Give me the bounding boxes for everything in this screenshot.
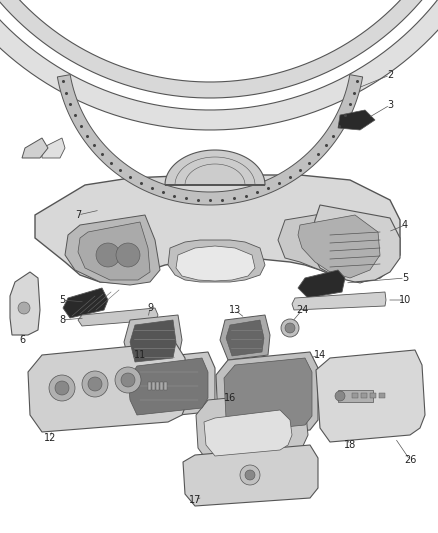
Circle shape — [96, 243, 120, 267]
Text: 14: 14 — [314, 350, 326, 360]
Circle shape — [18, 302, 30, 314]
Polygon shape — [35, 175, 400, 283]
Polygon shape — [128, 358, 208, 415]
Polygon shape — [124, 315, 182, 365]
Polygon shape — [63, 288, 108, 318]
Text: 3: 3 — [387, 100, 393, 110]
Polygon shape — [168, 240, 265, 282]
Circle shape — [281, 319, 299, 337]
Polygon shape — [226, 320, 264, 356]
Polygon shape — [204, 410, 292, 456]
Polygon shape — [10, 272, 40, 335]
Polygon shape — [165, 150, 265, 185]
Polygon shape — [57, 75, 363, 205]
Bar — [156, 382, 159, 390]
Bar — [148, 382, 151, 390]
Polygon shape — [224, 358, 312, 432]
Circle shape — [82, 371, 108, 397]
Polygon shape — [183, 445, 318, 506]
Bar — [164, 382, 167, 390]
Circle shape — [335, 391, 345, 401]
Circle shape — [55, 381, 69, 395]
Text: 8: 8 — [59, 315, 65, 325]
Text: 24: 24 — [296, 305, 308, 315]
Polygon shape — [312, 205, 400, 282]
Polygon shape — [338, 110, 375, 130]
Bar — [152, 382, 155, 390]
Text: 9: 9 — [147, 303, 153, 313]
Circle shape — [49, 375, 75, 401]
Text: 5: 5 — [402, 273, 408, 283]
Polygon shape — [0, 0, 438, 130]
Text: 5: 5 — [59, 295, 65, 305]
Circle shape — [116, 243, 140, 267]
Text: 4: 4 — [402, 220, 408, 230]
Text: 26: 26 — [404, 455, 416, 465]
Bar — [338, 390, 373, 402]
Polygon shape — [65, 215, 160, 285]
Polygon shape — [298, 270, 345, 298]
Bar — [361, 393, 367, 398]
Bar — [352, 393, 358, 398]
Text: 7: 7 — [75, 210, 81, 220]
Polygon shape — [196, 392, 308, 462]
Text: 11: 11 — [134, 350, 146, 360]
Polygon shape — [78, 308, 158, 326]
Circle shape — [245, 470, 255, 480]
Text: 16: 16 — [224, 393, 236, 403]
Polygon shape — [28, 342, 188, 432]
Polygon shape — [176, 246, 255, 281]
Polygon shape — [78, 222, 150, 280]
Polygon shape — [22, 138, 48, 158]
Circle shape — [240, 465, 260, 485]
Polygon shape — [316, 350, 425, 442]
Text: 18: 18 — [344, 440, 356, 450]
Polygon shape — [298, 215, 380, 278]
Circle shape — [121, 373, 135, 387]
Circle shape — [88, 377, 102, 391]
Text: 2: 2 — [387, 70, 393, 80]
Polygon shape — [292, 292, 386, 310]
Text: 6: 6 — [19, 335, 25, 345]
Text: 17: 17 — [189, 495, 201, 505]
Text: 12: 12 — [44, 433, 56, 443]
Polygon shape — [278, 210, 385, 283]
Polygon shape — [130, 320, 176, 362]
Text: 10: 10 — [399, 295, 411, 305]
Text: 13: 13 — [229, 305, 241, 315]
Circle shape — [115, 367, 141, 393]
Bar — [370, 393, 376, 398]
Bar — [379, 393, 385, 398]
Polygon shape — [220, 315, 270, 360]
Circle shape — [285, 323, 295, 333]
Polygon shape — [42, 138, 65, 158]
Polygon shape — [0, 0, 438, 98]
Polygon shape — [120, 352, 215, 420]
Polygon shape — [216, 352, 318, 438]
Bar — [160, 382, 163, 390]
